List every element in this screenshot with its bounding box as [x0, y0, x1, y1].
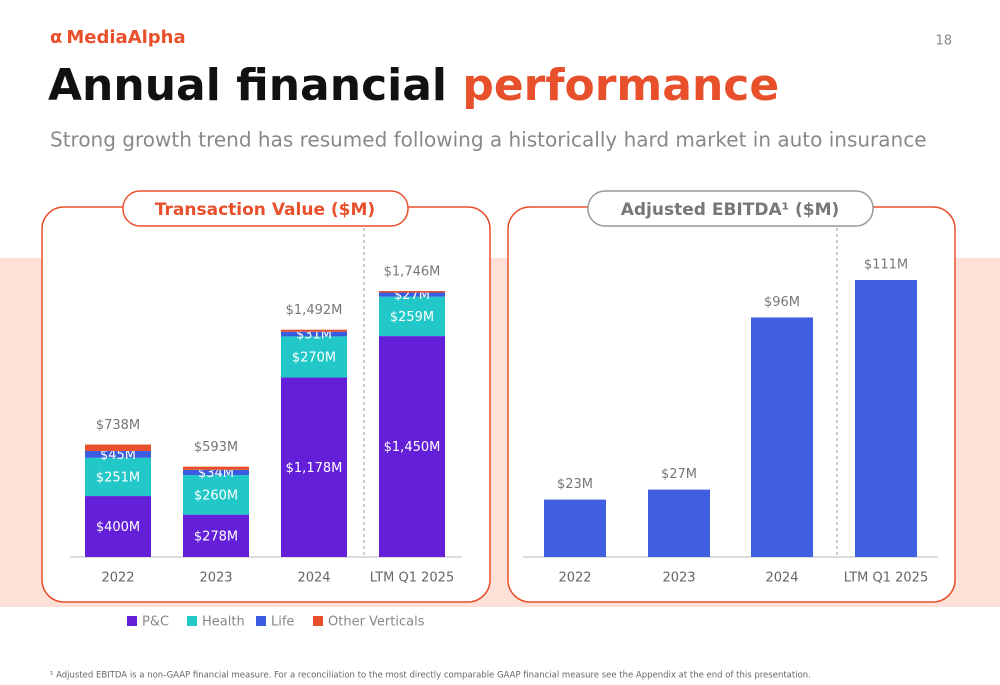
data-label: $23M: [557, 477, 593, 492]
data-label: $1,450M: [384, 440, 441, 455]
logo-mark: α: [50, 27, 62, 48]
total-label: $593M: [194, 440, 238, 455]
bar-segment: [85, 444, 151, 451]
x-tick-label: 2023: [199, 571, 232, 586]
logo: α MediaAlpha: [50, 27, 186, 48]
data-label: $259M: [390, 310, 434, 325]
bar-segment: [183, 475, 249, 515]
data-label: $1,178M: [286, 461, 343, 476]
bar-segment: [183, 514, 249, 557]
x-tick-label: LTM Q1 2025: [370, 571, 454, 586]
data-label: $27M: [661, 467, 697, 482]
bar-segment: [183, 469, 249, 476]
chart-title-pill: [587, 190, 874, 227]
title-text: Annual financial: [48, 60, 462, 111]
total-label: $1,746M: [384, 265, 441, 280]
legend-swatch: [313, 616, 323, 626]
legend-swatch: [127, 616, 137, 626]
title-highlight: performance: [462, 60, 779, 111]
bar: [648, 489, 710, 557]
data-label: $27M: [394, 288, 430, 303]
data-label: $270M: [292, 350, 336, 365]
chart-title: Transaction Value ($M): [155, 200, 375, 220]
bar-segment: [281, 336, 347, 378]
page-number: 18: [935, 34, 952, 49]
bar-segment: [85, 496, 151, 557]
x-tick-label: 2024: [297, 571, 330, 586]
data-label: $45M: [100, 448, 136, 463]
legend-label: P&C: [142, 615, 169, 630]
data-label: $96M: [764, 295, 800, 310]
bar-segment: [85, 457, 151, 497]
footnote: ¹ Adjusted EBITDA is a non-GAAP financia…: [50, 671, 811, 681]
x-tick-label: 2022: [558, 571, 591, 586]
legend-swatch: [187, 616, 197, 626]
data-label: $251M: [96, 470, 140, 485]
bar-segment: [379, 292, 445, 297]
x-tick-label: 2023: [662, 571, 695, 586]
legend-label: Life: [271, 615, 294, 630]
bar-segment: [379, 336, 445, 557]
data-label: $260M: [194, 488, 238, 503]
chart-title: Adjusted EBITDA¹ ($M): [621, 200, 840, 220]
chart-title-pill: [122, 190, 409, 227]
bar-segment: [379, 296, 445, 337]
bar: [855, 280, 917, 557]
title: Annual financial performance: [48, 60, 779, 111]
bar-segment: [281, 331, 347, 337]
bar-segment: [281, 329, 347, 332]
subtitle: Strong growth trend has resumed followin…: [50, 128, 927, 152]
bar: [751, 317, 813, 557]
bar-segment: [85, 450, 151, 458]
data-label: $278M: [194, 529, 238, 544]
bar: [544, 499, 606, 557]
x-tick-label: 2022: [101, 571, 134, 586]
bar-segment: [281, 377, 347, 557]
bar-segment: [379, 291, 445, 293]
x-tick-label: 2024: [765, 571, 798, 586]
x-tick-label: LTM Q1 2025: [844, 571, 928, 586]
total-label: $738M: [96, 418, 140, 433]
total-label: $1,492M: [286, 303, 343, 318]
bar-segment: [183, 466, 249, 470]
data-label: $400M: [96, 520, 140, 535]
logo-text: MediaAlpha: [66, 27, 185, 48]
legend-swatch: [256, 616, 266, 626]
legend-label: Other Verticals: [328, 615, 425, 630]
data-label: $111M: [864, 258, 908, 273]
legend-label: Health: [202, 615, 245, 630]
